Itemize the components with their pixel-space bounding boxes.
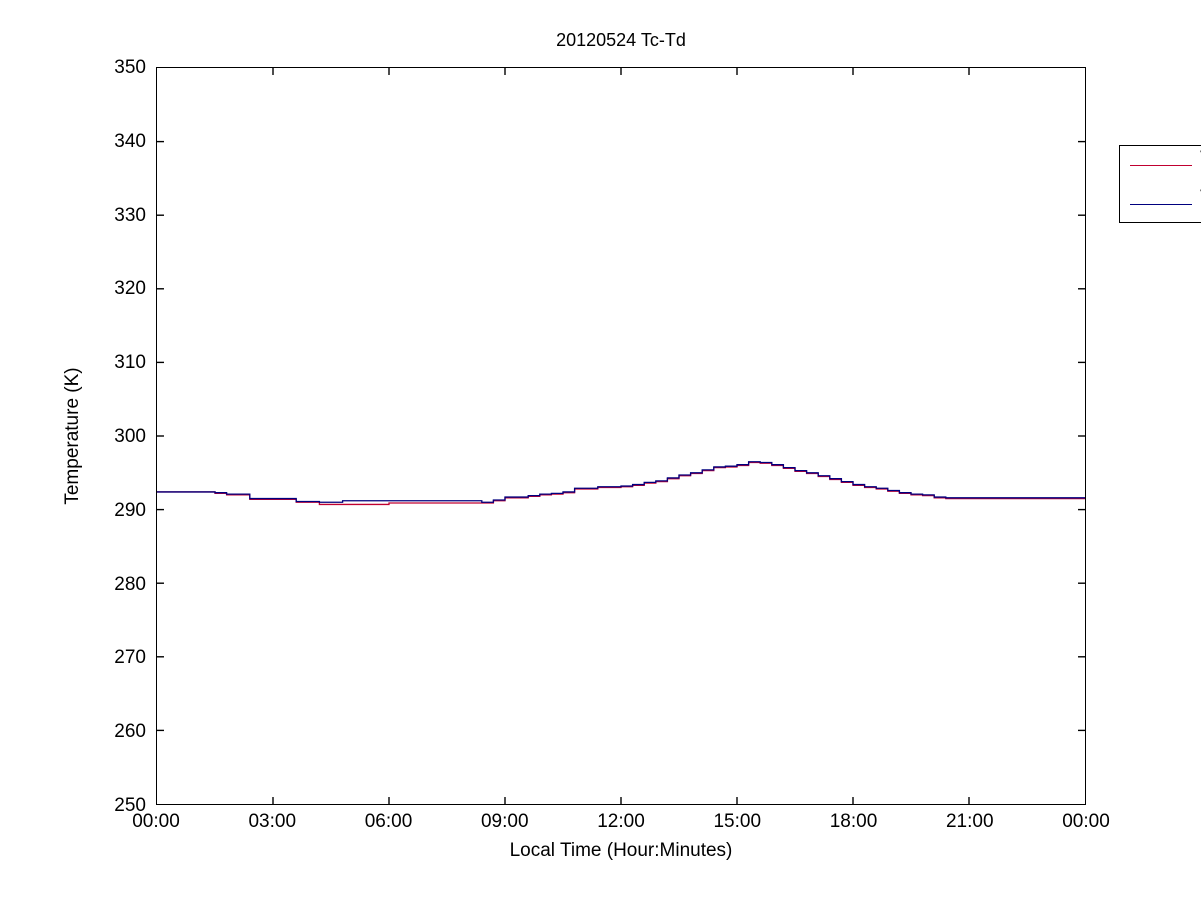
x-axis-tick-labels: 00:00 03:00 06:00 09:00 12:00 15:00 18:00 21:00… xyxy=(0,812,1201,842)
x-axis-label: Local Time (Hour:Minutes) xyxy=(509,840,733,861)
y-tick-label: 300 xyxy=(114,426,146,447)
y-tick-label: 330 xyxy=(114,204,146,226)
y-tick-label: 320 xyxy=(114,278,146,300)
legend-swatch-d xyxy=(1130,204,1192,205)
y-tick-label: 280 xyxy=(114,573,146,595)
x-tick-label: 21:00 xyxy=(945,811,994,832)
x-tick-label: 09:00 xyxy=(480,811,529,832)
plot-svg xyxy=(157,68,1085,804)
x-tick-label: 18:00 xyxy=(829,811,878,832)
series-line-d xyxy=(157,461,1085,503)
legend: TcTd xyxy=(1119,145,1201,223)
x-tick-label: 12:00 xyxy=(597,811,645,832)
x-tick-label: 00:00 xyxy=(132,811,180,832)
legend-item-c: Tc xyxy=(1120,146,1201,185)
legend-swatch-c xyxy=(1130,165,1192,166)
y-tick-label: 310 xyxy=(114,352,146,374)
y-tick-label: 250 xyxy=(114,795,146,816)
y-axis-tick-labels: 250 260 270 280 290 300 310 320 330 340 350 xyxy=(60,0,146,901)
y-tick-label: 340 xyxy=(114,130,146,152)
y-tick-label: 290 xyxy=(114,499,146,521)
x-tick-label: 06:00 xyxy=(364,811,413,832)
y-axis-label: Temperature (K) xyxy=(62,367,83,505)
y-tick-label: 270 xyxy=(114,647,146,669)
y-tick-label: 260 xyxy=(114,721,146,743)
x-tick-label: 15:00 xyxy=(713,811,762,832)
x-tick-label: 03:00 xyxy=(248,811,297,832)
legend-item-d: Td xyxy=(1120,185,1201,224)
x-tick-label: 00:00 xyxy=(1062,811,1110,832)
plot-area: TcTd xyxy=(156,67,1201,805)
y-tick-label: 350 xyxy=(114,57,146,78)
chart-title: 20120524 Tc-Td xyxy=(556,30,686,50)
